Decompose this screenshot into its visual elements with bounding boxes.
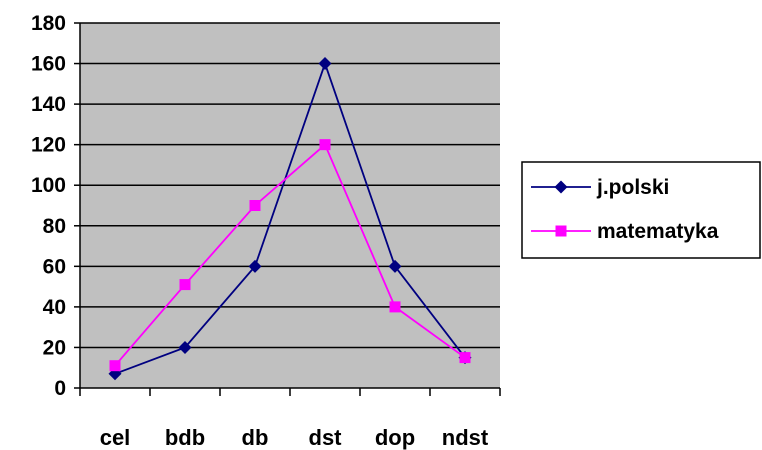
y-tick-label-80: 80 [43,215,66,238]
legend-item-j.polski: j.polski [531,176,669,199]
data-point-matematyka-bdb [179,279,191,291]
data-point-j.polski-bdb [178,340,192,354]
y-tick-label-120: 120 [31,134,66,157]
x-tick-label-db: db [242,425,269,450]
plot-area [80,23,500,388]
series-matematyka [109,139,471,372]
legend-marker-j.polski [554,180,568,194]
data-point-j.polski-db [248,259,262,273]
x-tick-label-bdb: bdb [165,425,205,450]
axes [74,22,501,396]
y-tick-label-140: 140 [31,93,66,116]
data-point-matematyka-db [249,200,261,211]
x-tick-label-ndst: ndst [442,425,489,450]
data-point-matematyka-dst [319,139,331,151]
legend-item-matematyka: matematyka [531,220,719,243]
legend-label-j.polski: j.polski [596,176,669,199]
legend-label-matematyka: matematyka [597,220,719,243]
legend: j.polski matematyka [521,161,761,259]
series-line-j.polski [114,60,466,375]
x-tick-label-dop: dop [375,425,415,450]
series-layer [108,57,472,381]
y-axis-tick-labels: 0 20 40 60 80 100 120 140 160 180 [31,12,66,400]
data-point-matematyka-ndst [459,352,471,364]
grid-lines [80,22,500,349]
y-tick-label-100: 100 [31,174,66,197]
y-tick-label-160: 160 [31,53,66,76]
y-tick-label-0: 0 [54,377,66,400]
y-tick-label-20: 20 [43,336,66,359]
y-tick-label-60: 60 [43,255,66,278]
series-line-matematyka [114,143,466,367]
data-point-j.polski-dst [318,57,332,71]
legend-box [521,161,761,259]
data-point-matematyka-cel [109,360,121,372]
data-point-matematyka-dop [389,301,401,313]
x-tick-label-cel: cel [100,425,131,450]
y-tick-label-180: 180 [31,12,66,35]
x-tick-label-dst: dst [309,425,343,450]
data-point-j.polski-dop [388,259,402,273]
y-tick-label-40: 40 [43,296,66,319]
legend-marker-matematyka [555,225,567,237]
x-axis-tick-labels: cel bdb db dst dop ndst [100,425,489,450]
